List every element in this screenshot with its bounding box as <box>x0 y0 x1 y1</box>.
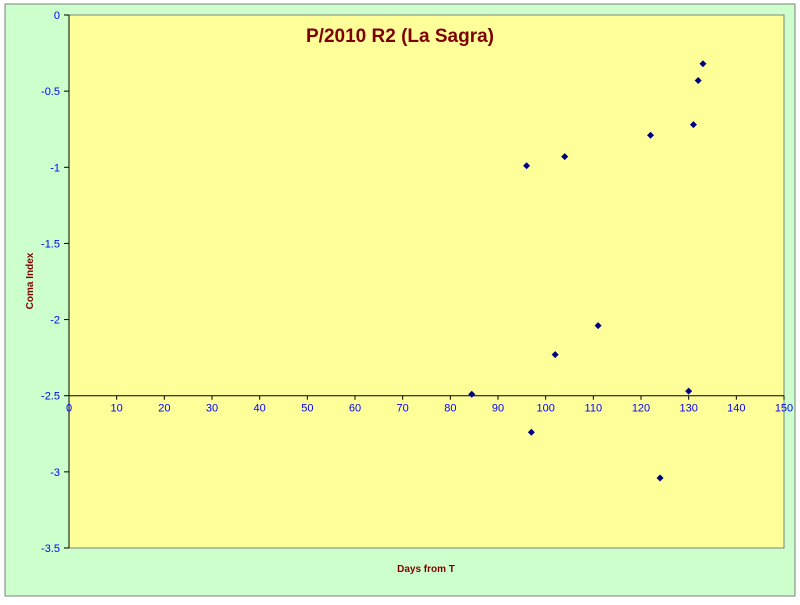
y-tick-label: -2.5 <box>41 391 60 403</box>
x-tick-label: 110 <box>585 403 603 415</box>
data-point <box>699 60 707 68</box>
y-tick-label: -0.5 <box>41 86 60 98</box>
x-tick-label: 100 <box>536 403 554 415</box>
y-axis: 0 -0.5 -1 -1.5 -2 -2.5 -3 -3.5 <box>41 10 70 555</box>
x-tick-label: 0 <box>66 403 72 415</box>
data-point <box>561 153 569 161</box>
x-tick-label: 40 <box>254 403 266 415</box>
data-point <box>594 322 602 330</box>
x-tick-label: 30 <box>206 403 218 415</box>
x-tick-label: 130 <box>679 403 697 415</box>
x-tick-label: 150 <box>775 403 793 415</box>
x-tick-label: 20 <box>158 403 170 415</box>
y-tick-label: -1.5 <box>41 238 60 250</box>
data-point <box>689 121 697 129</box>
data-point <box>468 390 476 398</box>
x-tick-label: 10 <box>111 403 123 415</box>
x-tick-label: 140 <box>727 403 745 415</box>
y-tick-label: -3 <box>50 467 60 479</box>
x-tick-label: 50 <box>301 403 313 415</box>
x-tick-label: 80 <box>444 403 456 415</box>
y-tick-label: 0 <box>54 10 60 22</box>
y-tick-label: -3.5 <box>41 543 60 555</box>
data-point <box>685 387 693 395</box>
data-point <box>551 351 559 359</box>
x-axis: 0 10 20 30 40 50 60 70 80 90 100 110 120 130 140 150 <box>66 395 793 415</box>
x-tick-label: 120 <box>632 403 650 415</box>
x-tick-label: 90 <box>492 403 504 415</box>
y-tick-label: -1 <box>50 162 60 174</box>
y-axis-label: Coma Index <box>25 252 36 309</box>
x-axis-label: Days from T <box>397 564 455 575</box>
y-tick-label: -2 <box>50 315 60 327</box>
data-point <box>647 131 655 139</box>
x-tick-label: 60 <box>349 403 361 415</box>
data-point <box>694 76 702 84</box>
data-points <box>468 60 707 482</box>
chart-title: P/2010 R2 (La Sagra) <box>306 26 494 47</box>
data-point <box>527 428 535 436</box>
data-point <box>656 474 664 482</box>
plot-area <box>68 14 785 549</box>
x-tick-label: 70 <box>397 403 409 415</box>
data-point <box>523 162 531 170</box>
